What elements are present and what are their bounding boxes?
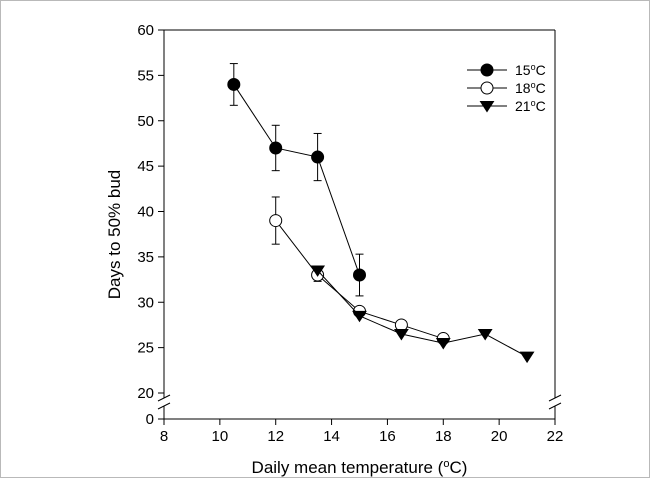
y-axis-title: Days to 50% bud xyxy=(105,170,124,299)
x-axis-title: Daily mean temperature (oC) xyxy=(252,458,468,477)
data-point xyxy=(227,77,241,91)
series-2 xyxy=(310,265,535,364)
x-tick-label: 10 xyxy=(212,428,229,445)
data-point xyxy=(435,338,451,350)
y-tick-label: 55 xyxy=(137,67,154,84)
y-tick-label: 35 xyxy=(137,249,154,266)
series-line xyxy=(233,84,360,276)
legend-label: 21oC xyxy=(515,98,546,114)
legend-marker xyxy=(480,63,494,77)
data-point xyxy=(353,268,366,282)
y-tick-label: 25 xyxy=(137,340,154,357)
right-axis-break-mark xyxy=(548,394,562,402)
legend-marker xyxy=(480,81,494,95)
y-tick-label: 30 xyxy=(137,294,154,311)
legend: 15oC 18oC 21oC xyxy=(467,62,546,114)
data-point xyxy=(352,310,367,323)
x-tick-label: 8 xyxy=(160,428,168,445)
y-tick-label: 45 xyxy=(137,158,154,175)
x-tick-label: 20 xyxy=(491,428,508,445)
axes: 8 10 12 14 16 18 20 22 20 25 30 35 40 45 50 55 60 0 xyxy=(137,22,563,445)
series-line xyxy=(317,270,528,358)
series-0 xyxy=(227,63,366,297)
data-point xyxy=(269,214,283,228)
y-tick-label: 40 xyxy=(137,204,154,221)
data-point xyxy=(310,265,326,277)
legend-label: 15oC xyxy=(515,62,546,78)
x-tick-label: 22 xyxy=(547,428,564,445)
legend-label: 18oC xyxy=(515,80,546,96)
data-point xyxy=(393,328,409,341)
x-tick-label: 12 xyxy=(267,428,284,445)
data-point xyxy=(519,351,535,364)
y-tick-label: 0 xyxy=(146,411,154,428)
right-axis-break-mark xyxy=(548,402,562,410)
x-tick-label: 14 xyxy=(323,428,340,445)
series-layer xyxy=(227,63,535,364)
data-point xyxy=(311,150,325,164)
data-point xyxy=(477,328,493,341)
y-axis-break-mark xyxy=(157,394,171,402)
data-point xyxy=(269,141,283,155)
y-tick-label: 60 xyxy=(137,22,154,39)
y-axis-break-mark xyxy=(157,402,171,410)
legend-marker xyxy=(479,100,495,113)
x-tick-label: 18 xyxy=(435,428,452,445)
y-tick-label: 20 xyxy=(137,385,154,402)
y-tick-label: 50 xyxy=(137,113,154,130)
x-tick-label: 16 xyxy=(379,428,396,445)
